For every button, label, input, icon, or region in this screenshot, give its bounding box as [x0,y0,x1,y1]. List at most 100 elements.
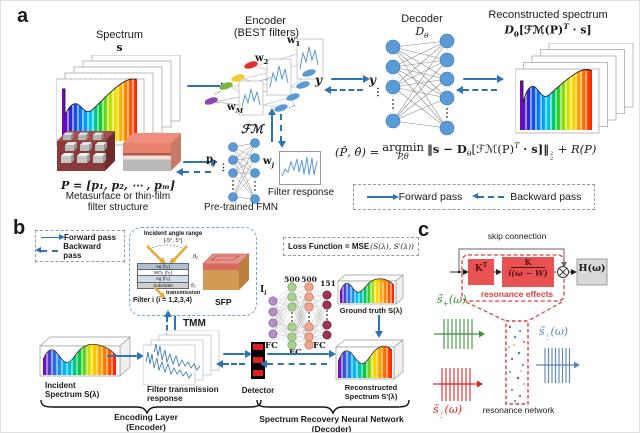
incident-label-2: Spectrum S(λ) [45,390,100,399]
recon-label-2: Spectrum S′(λ) [344,392,398,401]
filter-transmission-stack [143,330,220,386]
backward-arrow-fmn-down [277,114,286,148]
equation-argmin: argmin P,θ [382,139,424,162]
legend-backward-label: Backward pass [510,191,582,203]
legend-forward-label: Forward pass [398,191,463,203]
encoder-subtitle: (BEST filters) [233,27,300,39]
theta2-label: θ₂ [191,283,196,289]
fc-h2-size: 500 [301,275,317,284]
ground-truth-label: Ground truth S(λ) [339,306,403,315]
forward-arrow-icon [41,236,59,239]
loss-function-label: Loss Function = MSE [288,242,370,251]
pj-vdots: ⋮ [219,163,228,173]
spectrum-title: Spectrum [95,29,144,41]
legend-forward-item: Forward pass [41,233,119,242]
braces [40,399,410,415]
tmm-forward-arrow [174,316,177,340]
objective-equation: (P̂, θ̂) = argmin P,θ ‖s − Dθ[ℱℳ(P)T · s… [335,141,596,162]
detector-label: Detector [241,386,275,395]
legend-forward-item: Forward pass [366,191,463,203]
FM-label: ℱℳ [241,122,264,136]
panel-a-label: a [17,5,29,27]
layer-ag2: Ag (h₃) [137,276,189,283]
ground-truth-down-arrow [378,315,381,332]
resonance-network-label: resonance network [482,405,555,415]
backward-arrow-icon [472,193,505,200]
equation-body: ‖s − Dθ[ℱℳ(P)T · s]‖ 2 2 + R(P) [426,141,597,162]
legend-backward-item: Backward pass [34,242,119,260]
incident-angle-line2: [-5°, 5°] [163,238,183,244]
svg-text:...: ... [285,98,297,110]
fc-h1-size: 500 [284,275,300,284]
equation-lhs: (P̂, θ̂) = [335,144,380,159]
theta1-label: θ₁ [193,254,198,260]
pj-label: pj [206,154,216,167]
decoder-symbol: Dθ [415,25,429,41]
K-dagger-block-label: KT [474,262,488,274]
arrow-incident-to-filters [107,355,137,358]
fc-out-size: 151 [320,279,336,288]
panel-c-label: c [418,219,430,241]
wj-label: wj [263,156,275,169]
legend-backward-item: Backward pass [472,191,582,203]
filter-response-label: Filter response [267,187,335,198]
layer-ag1: Ag (h₁) [137,263,189,270]
skip-connection-label: skip connection [487,231,547,241]
loss-function-args: (S(λ), S′(λ)) [370,242,414,251]
arrow-detector-to-recon [267,353,329,356]
forward-arrow-encoder-to-decoder [331,78,363,81]
fc-input-label: Ii [260,285,267,297]
svg-text:...: ... [211,84,223,96]
sfp-label: SFP [215,297,232,307]
panel-b-legend: Forward pass Backward pass [34,230,125,262]
fmn-network [228,138,260,204]
forward-arrow-fmn-up [271,114,274,142]
sfp-structure-illustration [202,253,250,290]
P-formula: P = [p₁, p₂, ⋯ , pₘ] [60,179,176,192]
encoder-filter-fan: ... ... ... [205,38,324,116]
recon-spectrum-stack [515,43,634,134]
encoder-title: Encoder [245,15,286,27]
ftr-label-1: Filter transmission [147,385,219,394]
filter-response-curve [281,156,318,177]
arrow-detector-to-filters-backward [216,359,245,368]
filter-i-label: Filter i (i = 1,2,3,4) [133,297,192,304]
s-minus-t-label: s̃ t − (ω) [539,325,569,344]
transmission-arrow-icon [153,286,166,299]
fc-network [268,282,332,350]
layer-wo3: WO₃ (h₂) [137,269,189,277]
decoder-network [385,33,455,136]
svg-text:...: ... [261,70,273,82]
filter-model-box [129,227,257,316]
detector-illustration [251,342,265,379]
reconstructed-spectrum-slab [334,339,405,380]
filter-response-box [279,151,321,185]
resonance-diagram [433,248,608,405]
wM-label: wM [227,102,244,115]
forward-arrow-decoder-to-recon [463,78,497,81]
w1-label: w1 [287,35,301,48]
structure-caption-2: filter structure [87,202,149,213]
s-plus-label: s̃+(ω) [437,293,467,309]
recon-title: Reconstructed spectrum [488,9,608,21]
s-minus-r-label: s̃ r − (ω) [433,403,463,422]
tmm-label: TMM [183,318,206,329]
incident-label-1: Incident [45,381,76,390]
incident-rays-icon [146,244,188,264]
fc-label-3: FC [313,341,326,351]
forward-arrow-icon [366,195,393,199]
w2-label: w2 [255,53,269,66]
input-spectrum-stack [56,55,181,146]
y-input-label: y [369,73,376,87]
encoder-brace-label-1: Encoding Layer [114,412,178,422]
ground-truth-spectrum [337,274,404,305]
decoder-brace-label-2: (Decoder) [311,424,352,433]
panel-b-label: b [13,217,26,239]
forward-arrow-spectrum-to-encoder [187,85,221,88]
H-omega-label: H(ω) [578,263,606,274]
decoder-brace-label-1: Spectrum Recovery Neural Network [259,414,404,424]
backward-arrow-recon-to-decoder [456,85,497,94]
thin-film-stack: Ag (h₁) WO₃ (h₂) Ag (h₃) Substrate [137,263,189,290]
layer-substrate: Substrate [137,282,189,290]
